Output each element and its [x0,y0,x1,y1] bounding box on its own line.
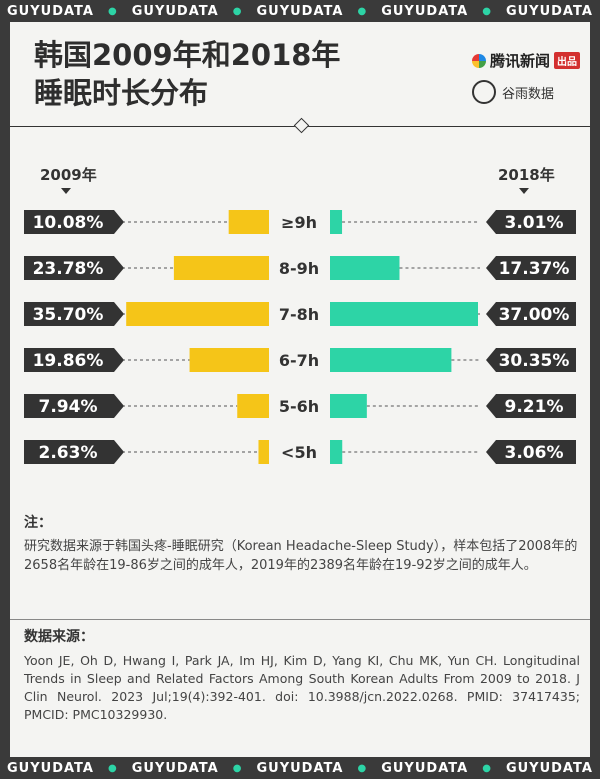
banner-text: GUYUDATA [7,760,94,776]
value-tag-2018 [486,256,576,280]
data-label-2018: 17.37% [499,259,570,279]
dot-icon: ● [232,762,243,774]
value-tag-2018 [486,440,576,464]
data-label-2009: 19.86% [33,351,104,371]
source-text: Yoon JE, Oh D, Hwang I, Park JA, Im HJ, … [24,653,580,722]
dot-icon: ● [107,762,118,774]
banner-text: GUYUDATA [131,760,219,776]
value-tag-2009 [24,348,124,372]
value-tag-2018 [486,348,576,372]
dot-icon: ● [232,5,243,17]
data-label-2018: 3.01% [505,213,564,233]
banner-text: GUYUDATA [381,3,469,19]
value-tag-2009 [24,302,124,326]
category-label: 7-8h [279,305,319,324]
bar-2018 [330,348,452,372]
banner-text: GUYUDATA [381,760,469,776]
banner-text: GUYUDATA [131,3,219,19]
dot-icon: ● [482,762,492,774]
top-banner: GUYUDATA ● GUYUDATA ● GUYUDATA ● GUYUDATA ● … [0,0,600,22]
data-label-2009: 7.94% [39,397,98,417]
category-label: 5-6h [279,397,319,416]
value-tag-2009 [24,210,124,234]
banner-text: GUYUDATA [256,760,344,776]
data-label-2009: 10.08% [33,213,104,233]
notes-section: 注： 研究数据来源于韩国头疼-睡眠研究（Korean Headache-Slee… [24,514,580,575]
bottom-banner: GUYUDATA ● GUYUDATA ● GUYUDATA ● GUYUDATA ● … [0,757,600,779]
bar-2018 [330,302,478,326]
dot-icon: ● [357,762,368,774]
bar-2009 [189,348,269,372]
notes-heading: 注： [24,515,52,531]
down-triangle-icon [519,188,529,194]
page-title: 韩国2009年和2018年 睡眠时长分布 [34,36,434,112]
value-tag-2009 [24,256,124,280]
value-tag-2009 [24,440,124,464]
sleep-duration-chart: 10.08% 3.01% ≥9h 23.78% 17.37% 8-9h 35.70% 37.0… [24,210,576,464]
guyu-logo-icon [472,80,496,104]
section-divider [10,619,590,620]
value-tag-2018 [486,394,576,418]
value-tag-2018 [486,302,576,326]
banner-text: GUYUDATA [505,760,593,776]
header: 韩国2009年和2018年 睡眠时长分布 腾讯新闻 出品 谷雨数据 [10,22,590,127]
title-line-2: 睡眠时长分布 [34,76,209,110]
value-tag-2009 [24,394,124,418]
data-label-2018: 37.00% [499,305,570,325]
data-label-2009: 2.63% [39,443,98,463]
dot-icon: ● [107,5,118,17]
category-label: 8-9h [279,259,319,278]
bar-2009 [173,256,269,280]
series-left-label: 2009年 [40,166,97,184]
bar-2018 [330,210,343,234]
title-line-1: 韩国2009年和2018年 [34,38,341,72]
brand-primary: 腾讯新闻 出品 [472,50,581,71]
category-label: 6-7h [279,351,319,370]
dot-icon: ● [482,5,492,17]
brand-primary-name: 腾讯新闻 [490,52,551,70]
bar-2009 [228,210,269,234]
bar-2018 [330,394,367,418]
data-label-2009: 23.78% [33,259,104,279]
category-label: ≥9h [281,213,317,232]
brand-secondary-name: 谷雨数据 [502,86,555,102]
brand-secondary: 谷雨数据 [472,80,554,104]
source-section: 数据来源： Yoon JE, Oh D, Hwang I, Park JA, I… [24,628,580,724]
banner-text: GUYUDATA [7,3,94,19]
value-tag-2018 [486,210,576,234]
banner-text: GUYUDATA [256,3,344,19]
bar-2018 [330,256,400,280]
infographic-card: 韩国2009年和2018年 睡眠时长分布 腾讯新闻 出品 谷雨数据 2009年 … [10,22,590,757]
banner-text: GUYUDATA [505,3,593,19]
bar-2009 [258,440,269,464]
bar-2018 [330,440,343,464]
data-label-2018: 9.21% [505,397,564,417]
notes-text: 研究数据来源于韩国头疼-睡眠研究（Korean Headache-Sleep S… [24,539,578,573]
data-label-2018: 3.06% [505,443,564,463]
category-label: <5h [281,443,317,462]
down-triangle-icon [61,188,71,194]
bar-2009 [237,394,269,418]
data-label-2018: 30.35% [499,351,570,371]
bar-2009 [126,302,269,326]
tencent-news-logo-icon [472,53,486,68]
source-heading: 数据来源： [24,629,94,645]
brand-tag: 出品 [554,52,581,69]
series-right-label: 2018年 [498,166,555,184]
data-label-2009: 35.70% [33,305,104,325]
dot-icon: ● [357,5,368,17]
